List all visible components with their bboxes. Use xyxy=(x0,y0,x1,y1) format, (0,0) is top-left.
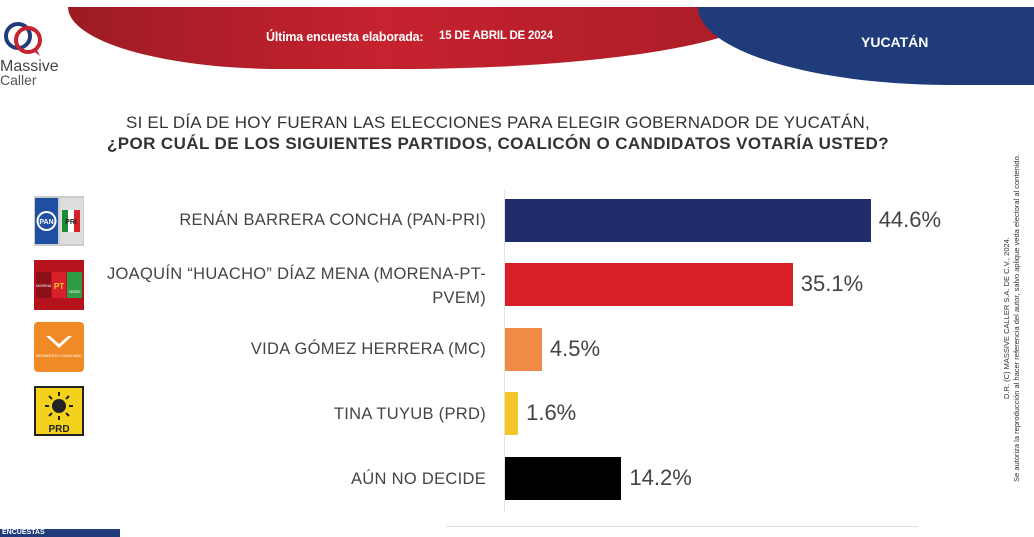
value-label: 4.5% xyxy=(549,336,601,361)
value-label: 44.6% xyxy=(878,207,942,232)
value-label: 14.2% xyxy=(629,465,692,490)
svg-text:PAN: PAN xyxy=(39,219,53,226)
logo-text-line1: Massive xyxy=(0,58,59,75)
pan-pri-logo-icon: PAN PRI xyxy=(34,196,84,246)
bar xyxy=(505,199,871,242)
svg-text:VERDE: VERDE xyxy=(68,290,81,294)
chart-axis-line xyxy=(504,190,505,512)
svg-text:PRD: PRD xyxy=(48,424,69,435)
bar xyxy=(505,457,622,500)
speech-bubble-logo-icon xyxy=(4,22,42,56)
value-label: 35.1% xyxy=(800,271,864,296)
prd-logo-icon: PRD xyxy=(34,386,84,436)
svg-text:MOVIMIENTO CIUDADANO: MOVIMIENTO CIUDADANO xyxy=(36,354,82,358)
candidate-label: VIDA GÓMEZ HERRERA (MC) xyxy=(250,340,486,358)
survey-date-label: Última encuesta elaborada: xyxy=(266,30,424,44)
region-title: YUCATÁN xyxy=(861,34,929,50)
mc-logo-icon: MOVIMIENTO CIUDADANO xyxy=(34,322,84,372)
logo-text-line2: Caller xyxy=(0,72,37,88)
question-line1: SI EL DÍA DE HOY FUERAN LAS ELECCIONES P… xyxy=(126,113,870,132)
survey-date: 15 DE ABRIL DE 2024 xyxy=(439,30,553,42)
svg-text:PT: PT xyxy=(54,282,64,291)
candidate-label: AÚN NO DECIDE xyxy=(351,470,486,488)
massive-caller-logo: Massive Caller xyxy=(0,18,60,88)
bottom-divider xyxy=(446,526,918,527)
svg-text:MORENA: MORENA xyxy=(36,284,52,288)
svg-text:PRI: PRI xyxy=(65,219,77,226)
bar xyxy=(505,392,519,435)
footer-tag: ENCUESTAS xyxy=(0,529,120,537)
bar xyxy=(505,263,793,306)
value-label: 1.6% xyxy=(526,400,577,425)
candidate-label: JOAQUÍN “HUACHO” DÍAZ MENA (MORENA-PT-PV… xyxy=(107,265,486,307)
candidate-label: TINA TUYUB (PRD) xyxy=(333,405,486,423)
survey-question: SI EL DÍA DE HOY FUERAN LAS ELECCIONES P… xyxy=(0,112,996,154)
candidate-label: RENÁN BARRERA CONCHA (PAN-PRI) xyxy=(179,211,486,229)
copyright-notice: D.R. (C) MASSIVE CALLER S.A. DE C.V., 20… xyxy=(1002,154,1021,482)
question-line2: ¿POR CUÁL DE LOS SIGUIENTES PARTIDOS, CO… xyxy=(106,134,890,153)
bar xyxy=(505,328,542,371)
morena-pt-pvem-logo-icon: MORENA PT VERDE xyxy=(34,260,84,310)
